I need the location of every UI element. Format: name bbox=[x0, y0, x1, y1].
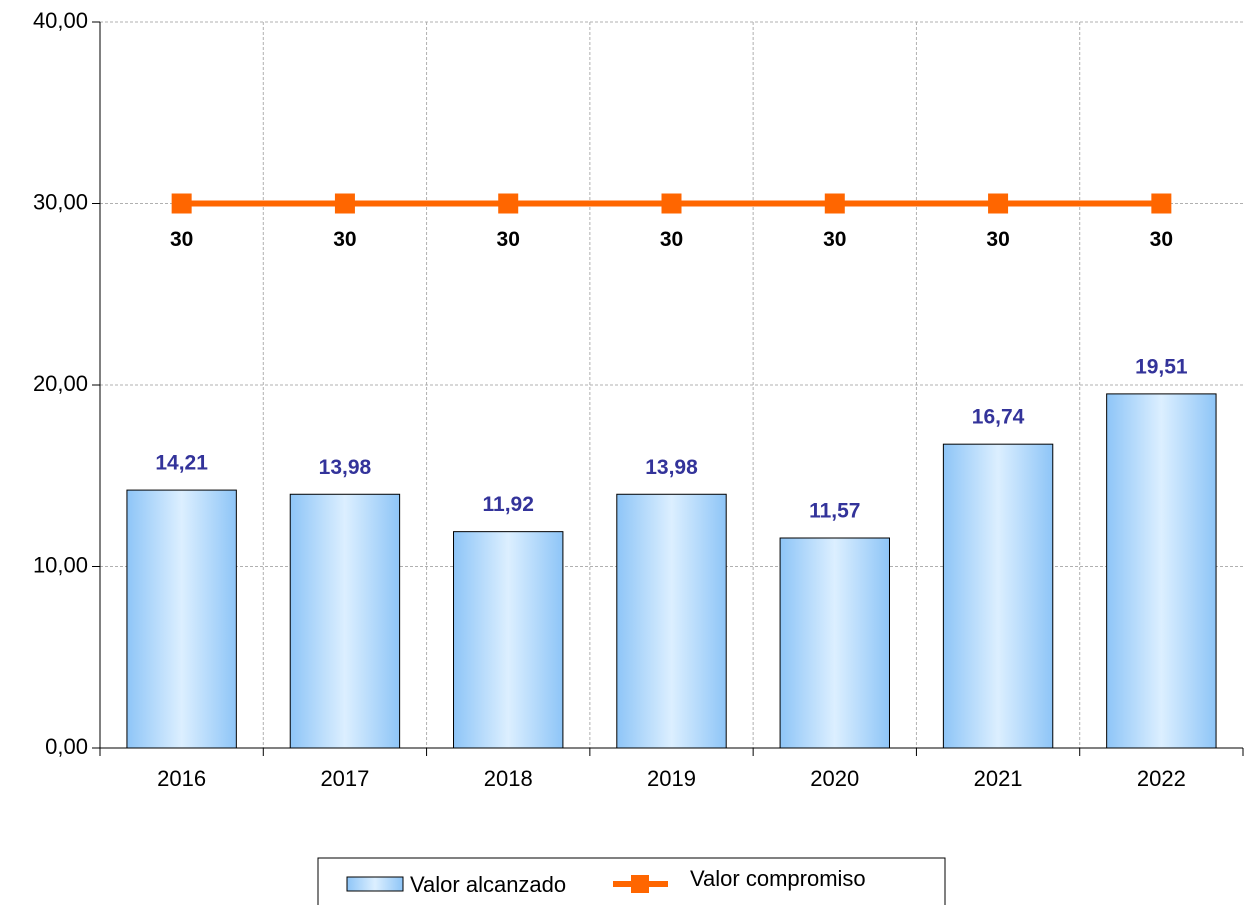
line-value-label: 30 bbox=[1150, 228, 1173, 251]
bar-value-label: 11,92 bbox=[483, 493, 534, 516]
y-tick-label: 30,00 bbox=[33, 189, 88, 214]
legend-swatch-marker bbox=[631, 875, 649, 893]
bar-value-label: 11,57 bbox=[809, 500, 860, 523]
y-tick-label: 10,00 bbox=[33, 552, 88, 577]
y-tick-label: 40,00 bbox=[33, 8, 88, 33]
x-tick-label: 2016 bbox=[157, 766, 206, 791]
y-tick-label: 0,00 bbox=[45, 734, 88, 759]
bar bbox=[453, 531, 564, 749]
line-marker bbox=[498, 193, 519, 214]
line-marker bbox=[661, 193, 682, 214]
line-marker bbox=[171, 193, 192, 214]
bar bbox=[942, 443, 1054, 749]
line-marker bbox=[824, 193, 845, 214]
bar-value-label: 13,98 bbox=[645, 456, 698, 479]
bar-value-label: 13,98 bbox=[319, 456, 372, 479]
legend-label: Valor compromiso bbox=[690, 866, 866, 891]
line-marker bbox=[334, 193, 355, 214]
bar bbox=[779, 537, 890, 749]
x-tick-label: 2022 bbox=[1137, 766, 1186, 791]
bar-value-label: 14,21 bbox=[155, 452, 208, 475]
x-tick-label: 2020 bbox=[810, 766, 859, 791]
x-tick-label: 2018 bbox=[484, 766, 533, 791]
legend-swatch bbox=[346, 876, 404, 892]
x-tick-label: 2019 bbox=[647, 766, 696, 791]
line-value-label: 30 bbox=[986, 228, 1009, 251]
bar bbox=[616, 493, 727, 749]
bar bbox=[289, 493, 401, 749]
x-tick-label: 2021 bbox=[974, 766, 1023, 791]
y-tick-label: 20,00 bbox=[33, 371, 88, 396]
line-marker bbox=[988, 193, 1009, 214]
x-tick-label: 2017 bbox=[320, 766, 369, 791]
line-value-label: 30 bbox=[333, 228, 356, 251]
line-value-label: 30 bbox=[497, 228, 520, 251]
line-marker bbox=[1151, 193, 1172, 214]
bar-value-label: 19,51 bbox=[1135, 355, 1188, 378]
line-value-label: 30 bbox=[660, 228, 683, 251]
line-value-label: 30 bbox=[170, 228, 193, 251]
legend-label: Valor alcanzado bbox=[410, 872, 566, 897]
line-value-label: 30 bbox=[823, 228, 846, 251]
bar bbox=[126, 489, 237, 749]
bar bbox=[1106, 393, 1217, 749]
bar-value-label: 16,74 bbox=[972, 406, 1025, 429]
